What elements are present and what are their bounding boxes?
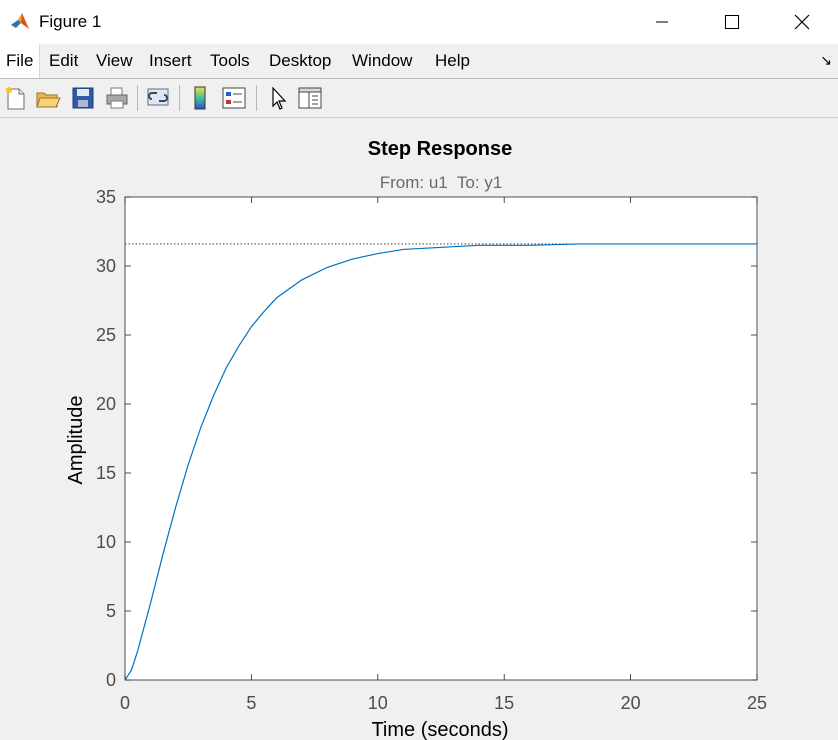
edit-plot-pointer-icon[interactable] [265,83,291,113]
window-title: Figure 1 [39,12,102,31]
step-response-line[interactable] [124,243,757,681]
menu-tools[interactable]: Tools [210,51,250,70]
save-icon[interactable] [70,83,96,113]
x-tick-label: 25 [747,693,767,713]
x-tick-label: 15 [494,693,514,713]
maximize-button[interactable] [698,0,766,44]
y-tick-label: 25 [96,325,116,345]
legend-icon[interactable] [221,83,247,113]
toolbar-separator [179,85,180,111]
matlab-logo-icon [11,13,29,29]
menu-separator [0,78,838,79]
chart-subtitle: From: u1 To: y1 [380,173,503,192]
step-response-plot: Step Response From: u1 To: y1 0 5 10 15 20 25… [65,138,767,740]
dock-figure-icon[interactable]: ↘ [820,52,832,68]
menu-file[interactable]: File [0,44,41,78]
print-icon[interactable] [104,83,130,113]
y-tick-label: 0 [106,670,116,690]
toolbar-separator [137,85,138,111]
menu-view[interactable]: View [96,51,133,70]
property-inspector-icon[interactable] [297,83,323,113]
menu-help[interactable]: Help [435,51,470,70]
colorbar-icon[interactable] [187,83,213,113]
axes-box[interactable] [124,196,758,681]
close-button[interactable] [768,0,836,44]
maximize-icon [725,15,739,29]
y-tick-label: 15 [96,463,116,483]
y-axis-label: Amplitude [65,396,87,485]
x-tick-label: 10 [368,693,388,713]
toolbar-separator [256,85,257,111]
y-tick-label: 20 [96,394,116,414]
x-axis-label: Time (seconds) [371,719,508,740]
y-tick-label: 5 [106,601,116,621]
minimize-icon [656,21,668,23]
chart-title: Step Response [368,138,512,160]
new-figure-icon[interactable] [3,83,29,113]
y-tick-label: 30 [96,256,116,276]
axis-ticks: 0 5 10 15 20 25 0 5 10 15 20 25 30 35 [96,187,767,713]
minimize-button[interactable] [628,0,696,44]
x-tick-label: 20 [621,693,641,713]
link-plot-icon[interactable] [145,83,171,113]
close-icon [794,14,810,30]
menu-bar: File Edit View Insert Tools Desktop Wind… [0,44,838,78]
menu-insert[interactable]: Insert [149,51,192,70]
figure-toolbar [0,79,838,118]
window-titlebar: Figure 1 [0,0,838,44]
open-file-icon[interactable] [35,83,61,113]
y-tick-label: 10 [96,532,116,552]
y-tick-label: 35 [96,187,116,207]
menu-window[interactable]: Window [352,51,413,70]
x-tick-label: 5 [246,693,256,713]
menu-edit[interactable]: Edit [49,51,79,70]
menu-desktop[interactable]: Desktop [269,51,332,70]
x-tick-label: 0 [120,693,130,713]
